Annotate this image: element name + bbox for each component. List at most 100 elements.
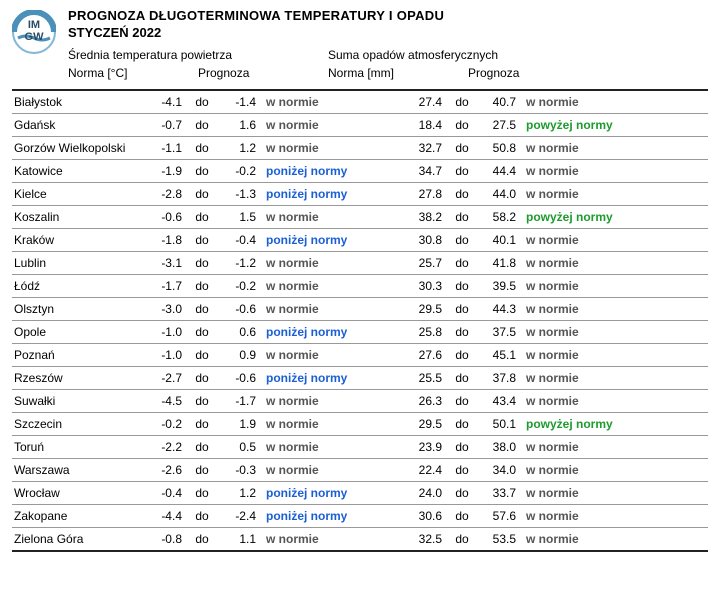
- range-sep: do: [444, 509, 480, 523]
- table-row: Gdańsk-0.7do1.6w normie18.4do27.5powyżej…: [12, 114, 708, 136]
- temp-high: -0.3: [220, 463, 262, 477]
- temp-low: -0.4: [142, 486, 184, 500]
- temp-high: -0.6: [220, 302, 262, 316]
- range-sep: do: [184, 532, 220, 546]
- temp-forecast: poniżej normy: [262, 187, 402, 201]
- prec-low: 25.7: [402, 256, 444, 270]
- range-sep: do: [444, 302, 480, 316]
- prec-high: 38.0: [480, 440, 522, 454]
- prec-low: 30.6: [402, 509, 444, 523]
- prec-high: 40.7: [480, 95, 522, 109]
- city-name: Zakopane: [12, 509, 142, 523]
- range-sep: do: [184, 279, 220, 293]
- range-sep: do: [184, 325, 220, 339]
- forecast-table: IM GW PROGNOZA DŁUGOTERMINOWA TEMPERATUR…: [0, 0, 720, 560]
- temp-forecast: poniżej normy: [262, 325, 402, 339]
- prec-forecast: w normie: [522, 95, 708, 109]
- city-name: Zielona Góra: [12, 532, 142, 546]
- table-row: Lublin-3.1do-1.2w normie25.7do41.8w norm…: [12, 252, 708, 274]
- prec-low: 27.8: [402, 187, 444, 201]
- prec-high: 44.0: [480, 187, 522, 201]
- temp-forecast: poniżej normy: [262, 486, 402, 500]
- table-row: Toruń-2.2do0.5w normie23.9do38.0w normie: [12, 436, 708, 458]
- temp-high: 1.5: [220, 210, 262, 224]
- prec-high: 44.4: [480, 164, 522, 178]
- table-row: Olsztyn-3.0do-0.6w normie29.5do44.3w nor…: [12, 298, 708, 320]
- temp-forecast: w normie: [262, 279, 402, 293]
- range-sep: do: [184, 348, 220, 362]
- prec-high: 41.8: [480, 256, 522, 270]
- city-name: Gdańsk: [12, 118, 142, 132]
- city-name: Koszalin: [12, 210, 142, 224]
- city-name: Szczecin: [12, 417, 142, 431]
- temp-high: -0.2: [220, 279, 262, 293]
- range-sep: do: [184, 302, 220, 316]
- range-sep: do: [184, 371, 220, 385]
- temp-high: -1.7: [220, 394, 262, 408]
- city-name: Olsztyn: [12, 302, 142, 316]
- prec-low: 32.7: [402, 141, 444, 155]
- table-row: Gorzów Wielkopolski-1.1do1.2w normie32.7…: [12, 137, 708, 159]
- temp-low: -1.0: [142, 348, 184, 362]
- prec-low: 34.7: [402, 164, 444, 178]
- prec-forecast: w normie: [522, 325, 708, 339]
- imgw-logo-icon: IM GW: [12, 10, 56, 54]
- prec-low: 25.5: [402, 371, 444, 385]
- range-sep: do: [184, 417, 220, 431]
- page-subtitle: STYCZEŃ 2022: [68, 25, 708, 40]
- temp-low: -4.1: [142, 95, 184, 109]
- temp-forecast: poniżej normy: [262, 371, 402, 385]
- temp-high: -0.6: [220, 371, 262, 385]
- temp-high: 1.6: [220, 118, 262, 132]
- temp-high: -2.4: [220, 509, 262, 523]
- prec-low: 25.8: [402, 325, 444, 339]
- temp-low: -0.2: [142, 417, 184, 431]
- temp-low: -1.1: [142, 141, 184, 155]
- temp-forecast: poniżej normy: [262, 233, 402, 247]
- temp-low: -3.1: [142, 256, 184, 270]
- range-sep: do: [444, 233, 480, 247]
- temp-high: -0.4: [220, 233, 262, 247]
- prec-low: 32.5: [402, 532, 444, 546]
- prec-forecast: w normie: [522, 394, 708, 408]
- city-name: Katowice: [12, 164, 142, 178]
- range-sep: do: [184, 463, 220, 477]
- temp-forecast: w normie: [262, 141, 402, 155]
- table-row: Opole-1.0do0.6poniżej normy25.8do37.5w n…: [12, 321, 708, 343]
- prec-forecast: powyżej normy: [522, 417, 708, 431]
- header: IM GW PROGNOZA DŁUGOTERMINOWA TEMPERATUR…: [12, 8, 708, 83]
- temp-forecast: w normie: [262, 417, 402, 431]
- city-name: Łódź: [12, 279, 142, 293]
- range-sep: do: [184, 164, 220, 178]
- range-sep: do: [184, 118, 220, 132]
- temp-low: -4.4: [142, 509, 184, 523]
- prec-low: 18.4: [402, 118, 444, 132]
- prec-low: 38.2: [402, 210, 444, 224]
- table-row: Łódź-1.7do-0.2w normie30.3do39.5w normie: [12, 275, 708, 297]
- range-sep: do: [444, 394, 480, 408]
- range-sep: do: [444, 210, 480, 224]
- prec-high: 27.5: [480, 118, 522, 132]
- prec-forecast: w normie: [522, 440, 708, 454]
- city-name: Rzeszów: [12, 371, 142, 385]
- prec-forecast: w normie: [522, 509, 708, 523]
- page-title: PROGNOZA DŁUGOTERMINOWA TEMPERATURY I OP…: [68, 8, 708, 23]
- range-sep: do: [444, 486, 480, 500]
- prec-section-header: Suma opadów atmosferycznych: [328, 48, 708, 62]
- temp-low: -1.7: [142, 279, 184, 293]
- prec-forecast: w normie: [522, 141, 708, 155]
- prec-high: 34.0: [480, 463, 522, 477]
- range-sep: do: [444, 371, 480, 385]
- table-row: Kielce-2.8do-1.3poniżej normy27.8do44.0w…: [12, 183, 708, 205]
- temp-high: 1.2: [220, 141, 262, 155]
- temp-high: 0.6: [220, 325, 262, 339]
- range-sep: do: [184, 141, 220, 155]
- prec-high: 43.4: [480, 394, 522, 408]
- temp-low: -2.6: [142, 463, 184, 477]
- temp-low: -3.0: [142, 302, 184, 316]
- table-row: Zakopane-4.4do-2.4poniżej normy30.6do57.…: [12, 505, 708, 527]
- temp-forecast: w normie: [262, 394, 402, 408]
- temp-high: 0.5: [220, 440, 262, 454]
- table-row: Szczecin-0.2do1.9w normie29.5do50.1powyż…: [12, 413, 708, 435]
- range-sep: do: [184, 509, 220, 523]
